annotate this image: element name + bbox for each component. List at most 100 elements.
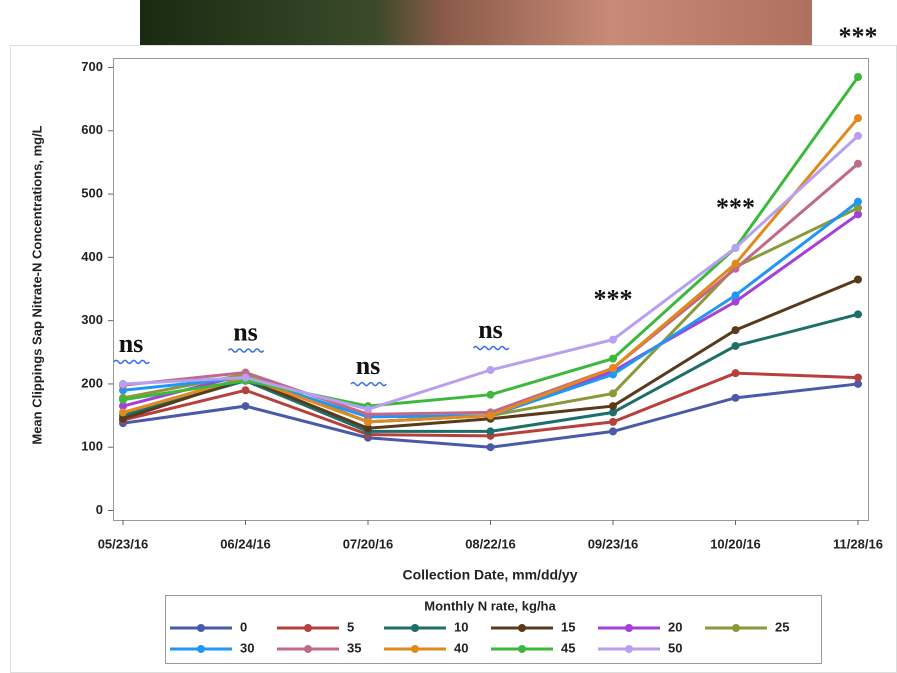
series-line xyxy=(122,76,860,408)
data-point xyxy=(609,427,617,436)
significance-label: ns xyxy=(233,318,258,347)
y-tick-label: 600 xyxy=(81,122,103,137)
data-point xyxy=(731,393,740,402)
legend-label: 10 xyxy=(454,619,468,634)
data-point xyxy=(854,131,862,140)
x-tick-label: 06/24/16 xyxy=(220,536,271,551)
data-point xyxy=(854,210,862,219)
data-point xyxy=(119,379,127,388)
data-point xyxy=(119,408,127,417)
data-point xyxy=(731,369,740,378)
data-point xyxy=(364,405,372,414)
legend-marker xyxy=(518,645,526,653)
significance-label: ns xyxy=(119,329,144,358)
y-tick-label: 100 xyxy=(81,439,103,454)
legend-label: 50 xyxy=(668,640,682,655)
data-point xyxy=(854,203,862,212)
data-point xyxy=(486,366,495,375)
x-axis-title: Collection Date, mm/dd/yy xyxy=(402,567,577,583)
legend-marker xyxy=(732,624,740,632)
x-tick-label: 05/23/16 xyxy=(98,536,149,551)
significance-label: *** xyxy=(716,193,755,222)
legend-label: 25 xyxy=(775,619,789,634)
legend-label: 20 xyxy=(668,619,682,634)
legend-marker xyxy=(411,624,419,632)
legend-label: 30 xyxy=(240,640,254,655)
x-tick-label: 10/20/16 xyxy=(710,536,761,551)
data-point xyxy=(609,389,617,398)
data-point xyxy=(486,443,495,452)
data-point xyxy=(731,326,740,335)
legend-marker xyxy=(197,645,205,653)
data-point xyxy=(854,379,862,388)
legend-label: 5 xyxy=(347,619,354,634)
y-tick-label: 400 xyxy=(81,249,103,264)
spell-underline xyxy=(227,348,265,353)
data-point xyxy=(364,424,372,433)
data-point xyxy=(609,370,617,379)
legend-label: 35 xyxy=(347,640,361,655)
data-point xyxy=(854,159,862,168)
spell-underline xyxy=(113,359,150,365)
data-point xyxy=(486,411,495,420)
data-point xyxy=(731,291,740,300)
data-point xyxy=(119,402,127,411)
legend-label: 40 xyxy=(454,640,468,655)
plot-area xyxy=(113,58,869,521)
data-point xyxy=(241,386,250,395)
significance-label: *** xyxy=(594,285,633,314)
data-point xyxy=(609,402,617,411)
data-point xyxy=(609,364,617,373)
data-point xyxy=(486,427,495,436)
data-point xyxy=(854,310,862,319)
photo-strip xyxy=(140,0,812,45)
legend-marker xyxy=(304,645,312,653)
data-point xyxy=(854,197,862,206)
x-tick-label: 07/20/16 xyxy=(343,536,394,551)
legend-marker xyxy=(518,624,526,632)
y-tick-label: 0 xyxy=(96,502,103,517)
legend-marker xyxy=(625,645,633,653)
data-point xyxy=(119,414,127,423)
legend-marker xyxy=(197,624,205,632)
spell-underline xyxy=(472,345,510,351)
legend-label: 45 xyxy=(561,640,575,655)
legend-marker xyxy=(411,645,419,653)
spell-underline xyxy=(350,381,387,387)
data-point xyxy=(241,402,250,411)
legend-marker xyxy=(304,624,312,632)
data-point xyxy=(731,297,740,306)
y-tick-label: 700 xyxy=(81,59,103,74)
data-point xyxy=(119,395,127,404)
data-point xyxy=(609,408,617,417)
y-tick-label: 200 xyxy=(81,375,103,390)
significance-label: ns xyxy=(356,351,381,380)
x-tick-label: 08/22/16 xyxy=(465,536,516,551)
data-point xyxy=(854,114,862,123)
legend-title: Monthly N rate, kg/ha xyxy=(424,598,556,613)
data-point xyxy=(731,243,740,252)
data-point xyxy=(364,417,372,426)
y-tick-label: 500 xyxy=(81,186,103,201)
data-point xyxy=(854,72,862,81)
data-point xyxy=(854,275,862,284)
data-point xyxy=(486,390,495,399)
series-line xyxy=(122,278,859,430)
legend-label: 15 xyxy=(561,619,575,634)
data-point xyxy=(609,354,617,363)
y-axis-title: Mean Clippings Sap Nitrate-N Concentrati… xyxy=(29,125,44,444)
data-point xyxy=(609,417,617,426)
data-point xyxy=(854,373,862,382)
significance-label: ns xyxy=(478,315,503,344)
data-point xyxy=(609,335,617,344)
data-point xyxy=(731,341,740,350)
data-point xyxy=(241,373,250,382)
legend-label: 0 xyxy=(240,619,247,634)
y-tick-label: 300 xyxy=(81,312,103,327)
legend-marker xyxy=(625,624,633,632)
x-tick-label: 11/28/16 xyxy=(833,536,883,551)
x-tick-label: 09/23/16 xyxy=(588,536,639,551)
significance-label: *** xyxy=(839,22,878,51)
data-point xyxy=(731,259,740,268)
